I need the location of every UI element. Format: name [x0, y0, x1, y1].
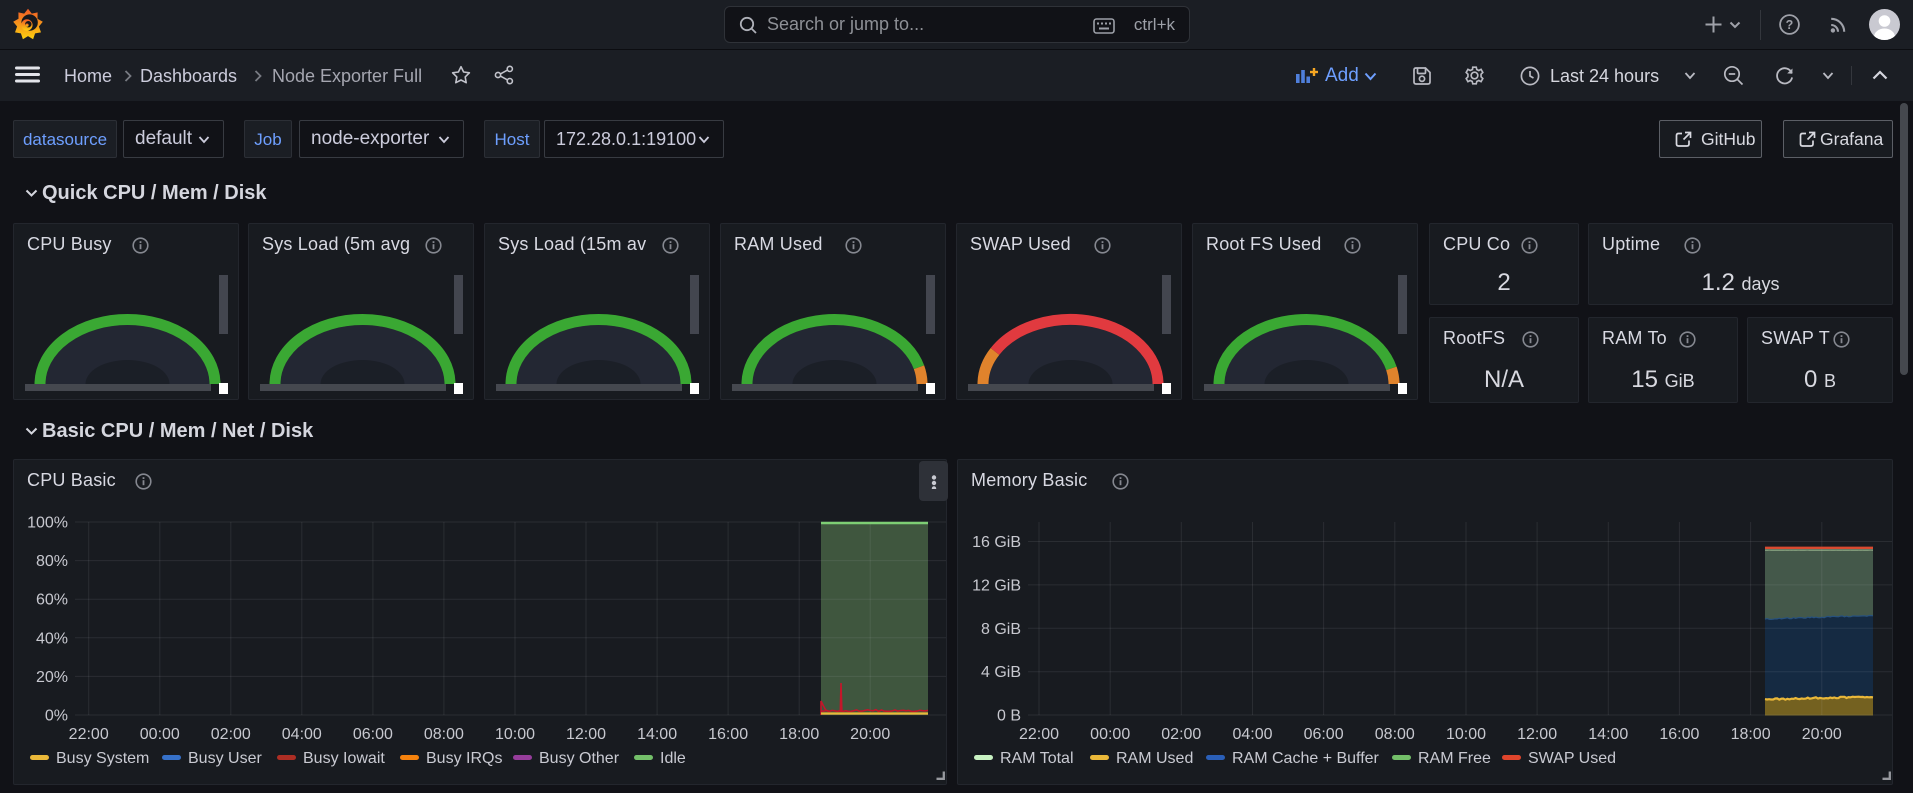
svg-text:04:00: 04:00 — [282, 726, 322, 743]
svg-text:16:00: 16:00 — [708, 726, 748, 743]
svg-text:20:00: 20:00 — [1802, 726, 1842, 743]
svg-text:14:00: 14:00 — [637, 726, 677, 743]
svg-text:10:00: 10:00 — [1446, 726, 1486, 743]
svg-text:10:00: 10:00 — [495, 726, 535, 743]
svg-text:100%: 100% — [27, 515, 68, 532]
svg-text:00:00: 00:00 — [140, 726, 180, 743]
svg-text:22:00: 22:00 — [1019, 726, 1059, 743]
svg-text:20:00: 20:00 — [850, 726, 890, 743]
svg-text:?: ? — [1786, 18, 1794, 32]
svg-text:02:00: 02:00 — [211, 726, 251, 743]
svg-text:16 GiB: 16 GiB — [972, 534, 1021, 551]
svg-text:12 GiB: 12 GiB — [972, 577, 1021, 594]
svg-text:0%: 0% — [45, 708, 68, 725]
svg-text:40%: 40% — [36, 630, 68, 647]
svg-text:08:00: 08:00 — [1375, 726, 1415, 743]
svg-text:18:00: 18:00 — [779, 726, 819, 743]
svg-text:16:00: 16:00 — [1659, 726, 1699, 743]
svg-text:06:00: 06:00 — [1304, 726, 1344, 743]
svg-text:20%: 20% — [36, 669, 68, 686]
svg-text:04:00: 04:00 — [1232, 726, 1272, 743]
svg-text:0 B: 0 B — [997, 708, 1021, 725]
svg-text:60%: 60% — [36, 592, 68, 609]
svg-text:12:00: 12:00 — [1517, 726, 1557, 743]
svg-text:80%: 80% — [36, 553, 68, 570]
svg-text:06:00: 06:00 — [353, 726, 393, 743]
svg-text:4 GiB: 4 GiB — [981, 664, 1021, 681]
svg-text:22:00: 22:00 — [69, 726, 109, 743]
svg-text:02:00: 02:00 — [1161, 726, 1201, 743]
svg-text:14:00: 14:00 — [1588, 726, 1628, 743]
svg-text:00:00: 00:00 — [1090, 726, 1130, 743]
svg-text:8 GiB: 8 GiB — [981, 621, 1021, 638]
svg-text:12:00: 12:00 — [566, 726, 606, 743]
svg-text:08:00: 08:00 — [424, 726, 464, 743]
svg-text:18:00: 18:00 — [1731, 726, 1771, 743]
